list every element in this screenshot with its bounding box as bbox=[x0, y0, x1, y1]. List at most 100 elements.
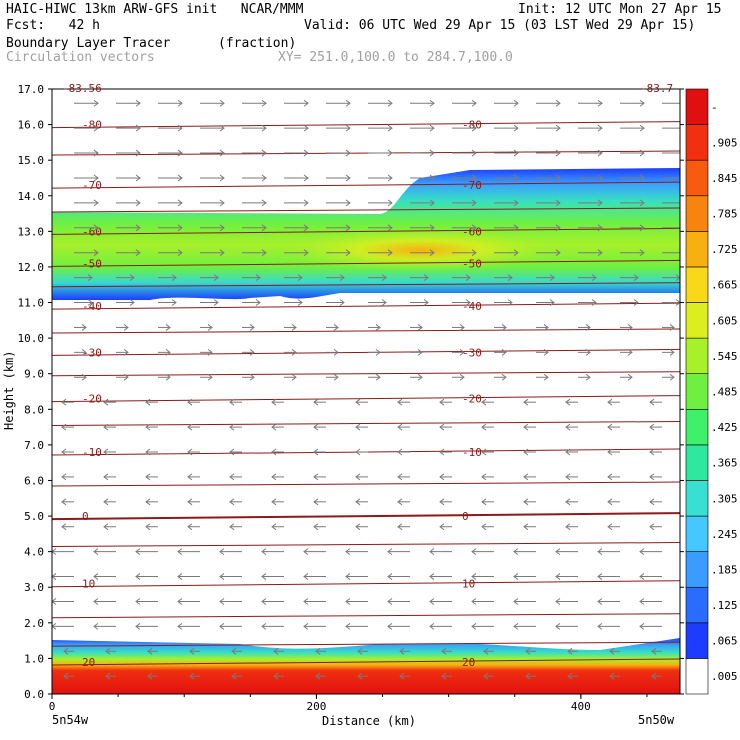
colorbar-label: .905 bbox=[711, 136, 738, 149]
vector-arrowhead bbox=[345, 548, 351, 556]
vector-arrowhead bbox=[669, 324, 675, 331]
vector-arrowhead bbox=[525, 672, 531, 680]
vector-arrowhead bbox=[355, 398, 361, 406]
vector-arrowhead bbox=[375, 348, 381, 356]
vector-arrowhead bbox=[219, 124, 225, 132]
y-tick-label: 2.0 bbox=[24, 617, 44, 630]
vector-arrowhead bbox=[649, 448, 655, 456]
vector-arrowhead bbox=[423, 274, 429, 282]
vector-arrowhead bbox=[93, 598, 99, 605]
header-line1-right: Init: 12 UTC Mon 27 Apr 15 bbox=[518, 2, 722, 17]
vector-arrowhead bbox=[123, 373, 129, 381]
vector-arrowhead bbox=[135, 249, 141, 257]
vector-arrowhead bbox=[219, 99, 225, 107]
vector-arrowhead bbox=[609, 647, 615, 655]
vector-arrowhead bbox=[513, 548, 519, 556]
cross-section-label: XY= 251.0,100.0 to 284.7,100.0 bbox=[278, 50, 513, 65]
vector-arrowhead bbox=[87, 274, 93, 282]
vector-arrowhead bbox=[177, 199, 183, 207]
vector-arrowhead bbox=[165, 348, 171, 356]
vector-arrowhead bbox=[147, 647, 153, 655]
vector-arrowhead bbox=[639, 224, 645, 232]
lower-tracer-band bbox=[52, 638, 680, 694]
vector-arrowhead bbox=[543, 324, 549, 331]
endpoint-right: 5n50w bbox=[638, 713, 675, 727]
vector-arrowhead bbox=[255, 299, 261, 306]
vector-arrowhead bbox=[649, 498, 655, 506]
vector-arrowhead bbox=[81, 348, 87, 356]
vector-arrowhead bbox=[345, 573, 351, 580]
contour-label-right: -40 bbox=[462, 300, 482, 313]
vector-arrowhead bbox=[219, 174, 225, 182]
colorbar-swatch bbox=[685, 658, 709, 695]
vector-arrowhead bbox=[607, 398, 613, 406]
colorbar-label: .605 bbox=[711, 314, 738, 327]
y-tick-label: 10.0 bbox=[18, 332, 45, 345]
vector-arrowhead bbox=[633, 274, 639, 282]
vector-arrowhead bbox=[145, 448, 151, 456]
vector-arrowhead bbox=[507, 274, 513, 282]
vector-arrowhead bbox=[459, 348, 465, 356]
vector-arrowhead bbox=[501, 373, 507, 381]
contour-label-right: -70 bbox=[462, 179, 482, 192]
colorbar-swatch bbox=[685, 159, 709, 197]
vector-arrowhead bbox=[513, 224, 519, 232]
vector-arrowhead bbox=[313, 398, 319, 406]
colorbar-label: - bbox=[711, 101, 718, 114]
vector-arrowhead bbox=[135, 124, 141, 132]
vector-arrowhead bbox=[271, 473, 277, 481]
vector-arrowhead bbox=[439, 448, 445, 456]
contour-label-right: -10 bbox=[462, 446, 482, 459]
vector-arrowhead bbox=[123, 348, 129, 356]
colorbar-label: .845 bbox=[711, 172, 738, 185]
temperature-contour bbox=[52, 227, 680, 235]
vector-arrowhead bbox=[357, 647, 363, 655]
vector-arrowhead bbox=[639, 598, 645, 605]
y-tick-label: 13.0 bbox=[18, 225, 45, 238]
vector-arrowhead bbox=[345, 149, 351, 157]
vector-arrowhead bbox=[555, 149, 561, 157]
vector-arrowhead bbox=[375, 373, 381, 381]
vector-arrowhead bbox=[61, 448, 67, 456]
vector-arrowhead bbox=[429, 199, 435, 207]
temperature-isotherm bbox=[52, 207, 680, 213]
vector-arrowhead bbox=[597, 573, 603, 580]
vector-arrowhead bbox=[61, 523, 67, 531]
vector-arrowhead bbox=[543, 348, 549, 356]
y-tick-label: 12.0 bbox=[18, 261, 45, 274]
vector-arrowhead bbox=[271, 398, 277, 406]
vector-arrowhead bbox=[207, 348, 213, 356]
vector-arrowhead bbox=[303, 124, 309, 132]
vector-arrowhead bbox=[333, 348, 339, 356]
temperature-contour bbox=[52, 658, 680, 666]
vector-arrowhead bbox=[63, 672, 69, 680]
vector-arrowhead bbox=[465, 274, 471, 282]
vector-arrowhead bbox=[429, 573, 435, 580]
vector-arrowhead bbox=[439, 398, 445, 406]
contour-label-left: -10 bbox=[82, 446, 102, 459]
vector-arrowhead bbox=[145, 473, 151, 481]
vector-arrowhead bbox=[439, 423, 445, 431]
vector-arrowhead bbox=[439, 473, 445, 481]
vector-arrowhead bbox=[303, 622, 309, 630]
vector-arrowhead bbox=[135, 199, 141, 207]
vector-arrowhead bbox=[471, 199, 477, 207]
contour-label-right: 20 bbox=[462, 656, 475, 669]
vector-arrowhead bbox=[523, 523, 529, 531]
vector-arrowhead bbox=[607, 448, 613, 456]
y-tick-label: 16.0 bbox=[18, 119, 45, 132]
circulation-vectors bbox=[52, 99, 686, 680]
vector-arrowhead bbox=[219, 249, 225, 257]
vector-arrowhead bbox=[682, 100, 686, 106]
vector-arrowhead bbox=[345, 622, 351, 630]
vector-arrowhead bbox=[591, 274, 597, 282]
colorbar: .005 .065 .125 .185 .245 .305 .365 .425 .485 .545… bbox=[685, 88, 738, 695]
vector-arrowhead bbox=[543, 373, 549, 381]
vector-arrowhead bbox=[525, 647, 531, 655]
vector-arrowhead bbox=[213, 299, 219, 306]
vector-arrowhead bbox=[471, 124, 477, 132]
vector-arrowhead bbox=[387, 149, 393, 157]
header-line1-left: HAIC-HIWC 13km ARW-GFS init NCAR/MMM bbox=[6, 2, 304, 17]
vector-arrowhead bbox=[565, 448, 571, 456]
vector-arrowhead bbox=[381, 299, 387, 306]
